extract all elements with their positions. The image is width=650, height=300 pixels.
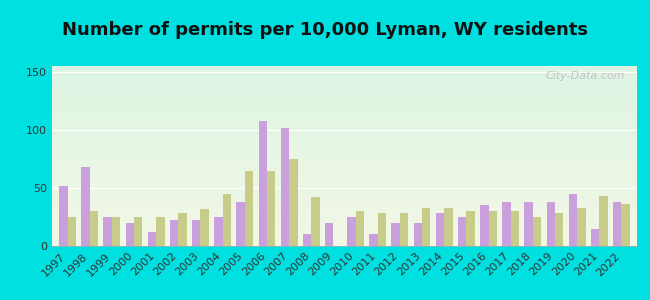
Bar (502, 202, 511, 246)
Bar (467, 211, 474, 246)
Bar (90, 211, 98, 246)
Bar (178, 214, 187, 246)
Bar (170, 220, 178, 246)
Bar (156, 217, 164, 246)
Bar (112, 217, 120, 246)
Bar (547, 202, 555, 246)
Bar (192, 220, 200, 246)
Bar (613, 202, 621, 246)
Bar (489, 211, 497, 246)
Text: Number of permits per 10,000 Lyman, WY residents: Number of permits per 10,000 Lyman, WY r… (62, 21, 588, 39)
Bar (125, 223, 134, 246)
Bar (68, 217, 76, 246)
Bar (289, 159, 298, 246)
Bar (311, 197, 320, 246)
Bar (267, 170, 276, 246)
Bar (577, 208, 586, 246)
Bar (148, 232, 156, 246)
Bar (621, 204, 630, 246)
Bar (555, 214, 564, 246)
Bar (356, 211, 364, 246)
Text: City-Data.com: City-Data.com (546, 71, 625, 81)
Bar (222, 194, 231, 246)
Bar (245, 170, 254, 246)
Bar (444, 208, 452, 246)
Bar (400, 214, 408, 246)
Bar (525, 202, 533, 246)
Bar (378, 214, 386, 246)
Bar (347, 217, 356, 246)
Bar (458, 217, 466, 246)
Bar (325, 223, 333, 246)
Bar (281, 128, 289, 246)
Bar (436, 214, 444, 246)
Bar (480, 206, 489, 246)
Bar (134, 217, 142, 246)
Bar (237, 202, 245, 246)
Bar (200, 209, 209, 246)
Bar (391, 223, 400, 246)
Bar (259, 121, 267, 246)
Bar (303, 234, 311, 246)
Bar (413, 223, 422, 246)
Bar (599, 196, 608, 246)
Bar (591, 229, 599, 246)
Bar (81, 167, 90, 246)
Bar (369, 234, 378, 246)
Bar (533, 217, 541, 246)
Bar (59, 186, 68, 246)
Bar (511, 211, 519, 246)
Bar (103, 217, 112, 246)
Bar (569, 194, 577, 246)
Bar (214, 217, 222, 246)
Bar (422, 208, 430, 246)
